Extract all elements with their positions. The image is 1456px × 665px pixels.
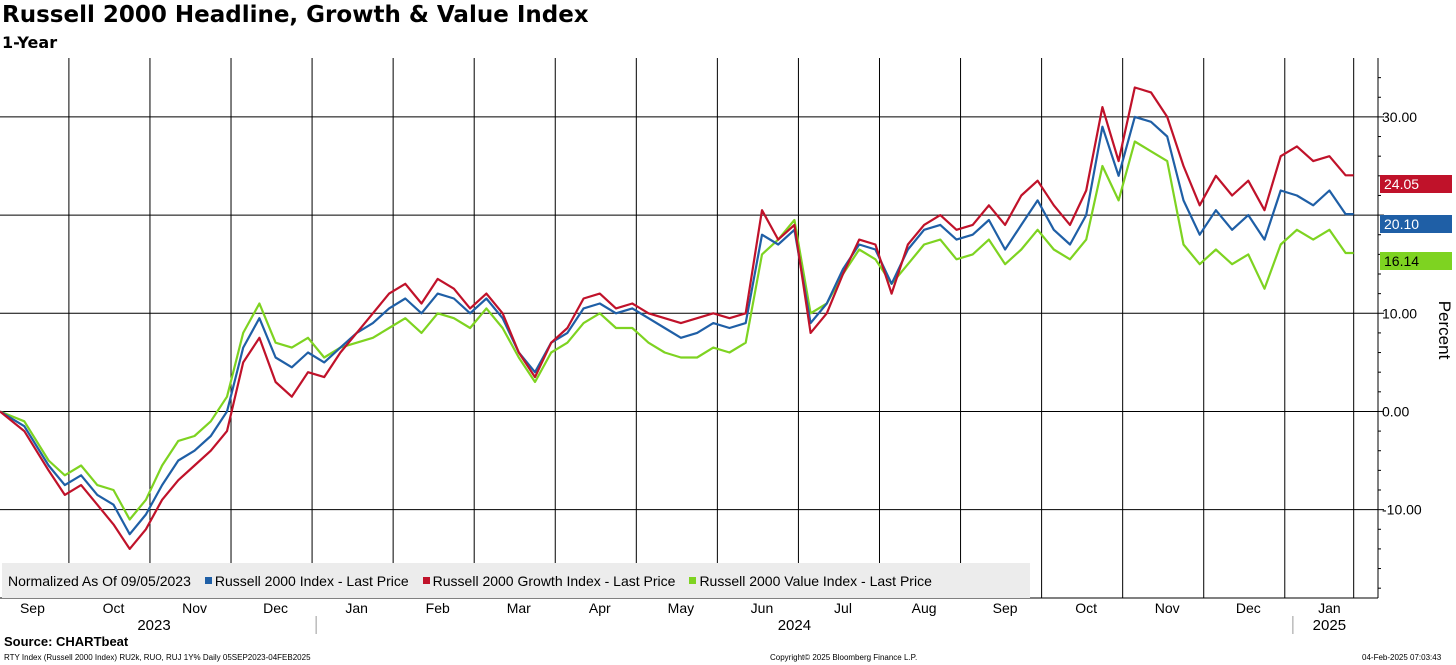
chart-title: Russell 2000 Headline, Growth & Value In… bbox=[2, 2, 589, 28]
x-year-label: 2023 bbox=[137, 617, 170, 634]
axes: 30.00 10.00 0.00 -10.00 Sep Oct Nov Dec Jan Feb Ma… bbox=[0, 58, 1422, 634]
x-tick-label: Aug bbox=[912, 600, 937, 616]
legend-item-growth: Russell 2000 Growth Index - Last Price bbox=[422, 572, 676, 589]
legend-swatch bbox=[689, 577, 697, 584]
x-tick-label: Nov bbox=[182, 600, 207, 616]
x-tick-label: Feb bbox=[426, 600, 450, 616]
series-line bbox=[0, 86, 1354, 551]
x-tick-label: Jul bbox=[834, 600, 852, 616]
gridlines bbox=[0, 58, 1378, 598]
legend-item-headline: Russell 2000 Index - Last Price bbox=[204, 572, 409, 589]
x-tick-label: Apr bbox=[589, 600, 611, 616]
last-value-tag-growth: 24.05 bbox=[1380, 175, 1452, 193]
legend-label: Russell 2000 Value Index - Last Price bbox=[699, 572, 932, 589]
legend-label: Russell 2000 Index - Last Price bbox=[214, 572, 409, 589]
y-tick-label: 10.00 bbox=[1382, 305, 1417, 321]
footer-left: RTY Index (Russell 2000 Index) RU2k, RUO… bbox=[4, 653, 311, 662]
legend-swatch bbox=[422, 577, 430, 584]
x-tick-label: Dec bbox=[263, 600, 288, 616]
footer-copyright: Copyright© 2025 Bloomberg Finance L.P. bbox=[770, 653, 918, 662]
x-tick-label: Oct bbox=[103, 600, 125, 616]
x-tick-label: Jan bbox=[1318, 600, 1341, 616]
x-tick-label: Jan bbox=[345, 600, 368, 616]
x-year-label: 2024 bbox=[778, 617, 811, 634]
last-value-tag-value: 16.14 bbox=[1380, 252, 1452, 270]
y-tick-label: -10.00 bbox=[1382, 502, 1422, 518]
x-tick-label: Sep bbox=[20, 600, 45, 616]
series-line bbox=[0, 140, 1354, 521]
legend-note: Normalized As Of 09/05/2023 bbox=[8, 572, 191, 589]
x-tick-label: May bbox=[668, 600, 694, 616]
last-value-tag-headline: 20.10 bbox=[1380, 215, 1452, 233]
footer-timestamp: 04-Feb-2025 07:03:43 bbox=[1362, 653, 1442, 662]
source-note: Source: CHARTbeat bbox=[4, 634, 129, 649]
y-tick-label: 30.00 bbox=[1382, 109, 1417, 125]
chart-subtitle: 1-Year bbox=[2, 33, 58, 52]
y-tick-label: 0.00 bbox=[1382, 403, 1409, 419]
x-year-label: 2025 bbox=[1313, 617, 1346, 634]
y-axis-label: Percent bbox=[1435, 300, 1454, 360]
x-tick-label: Jun bbox=[751, 600, 774, 616]
x-tick-label: Nov bbox=[1155, 600, 1180, 616]
x-tick-label: Mar bbox=[507, 600, 531, 616]
x-tick-label: Dec bbox=[1236, 600, 1261, 616]
x-tick-label: Oct bbox=[1075, 600, 1097, 616]
series-line bbox=[0, 115, 1354, 536]
series-lines bbox=[0, 86, 1354, 551]
x-tick-label: Sep bbox=[993, 600, 1018, 616]
legend-swatch bbox=[204, 577, 212, 584]
legend: Normalized As Of 09/05/2023 Russell 2000… bbox=[2, 563, 1030, 598]
legend-item-value: Russell 2000 Value Index - Last Price bbox=[689, 572, 932, 589]
legend-label: Russell 2000 Growth Index - Last Price bbox=[432, 572, 676, 589]
